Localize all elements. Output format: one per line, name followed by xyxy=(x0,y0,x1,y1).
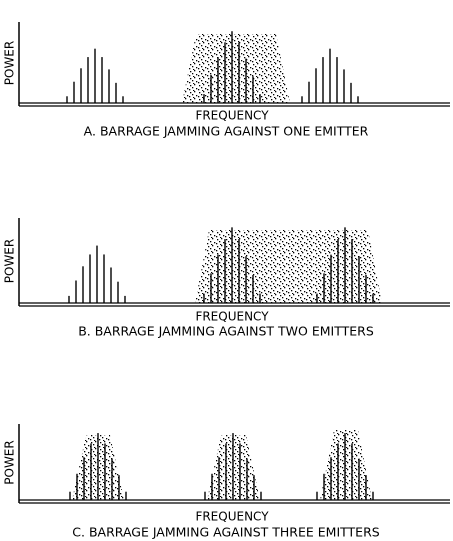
caption: A. BARRAGE JAMMING AGAINST ONE EMITTER xyxy=(84,124,369,139)
jamming-noise xyxy=(182,34,290,103)
x-axis-label: FREQUENCY xyxy=(195,310,269,324)
caption: B. BARRAGE JAMMING AGAINST TWO EMITTERS xyxy=(78,324,374,339)
jamming-noise xyxy=(195,230,382,303)
y-axis-label: POWER xyxy=(3,440,17,484)
x-axis-label: FREQUENCY xyxy=(195,510,269,524)
y-axis-label: POWER xyxy=(3,41,17,85)
y-axis-label: POWER xyxy=(3,239,17,283)
caption: C. BARRAGE JAMMING AGAINST THREE EMITTER… xyxy=(72,525,379,540)
x-axis-label: FREQUENCY xyxy=(195,109,269,123)
jamming-noise xyxy=(320,430,372,500)
